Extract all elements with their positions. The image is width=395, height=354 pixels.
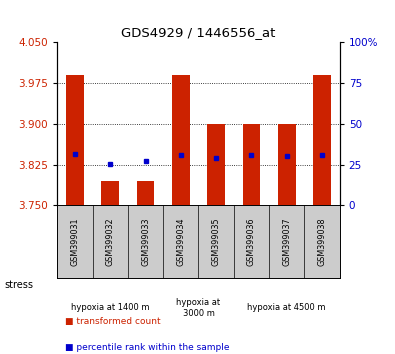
Bar xyxy=(66,75,84,205)
Bar xyxy=(172,75,190,205)
Text: hypoxia at 1400 m: hypoxia at 1400 m xyxy=(71,303,149,313)
Text: GSM399031: GSM399031 xyxy=(70,217,79,266)
Text: GSM399033: GSM399033 xyxy=(141,217,150,266)
Text: GSM399037: GSM399037 xyxy=(282,217,291,266)
Bar xyxy=(102,181,119,205)
Text: GSM399034: GSM399034 xyxy=(176,217,185,266)
Bar xyxy=(243,124,260,205)
Text: ■ percentile rank within the sample: ■ percentile rank within the sample xyxy=(65,343,229,352)
Bar xyxy=(207,124,225,205)
Bar xyxy=(313,75,331,205)
Text: hypoxia at 4500 m: hypoxia at 4500 m xyxy=(248,303,326,313)
Text: GSM399038: GSM399038 xyxy=(318,217,327,266)
Text: ■ transformed count: ■ transformed count xyxy=(65,317,161,326)
Text: GSM399035: GSM399035 xyxy=(212,217,221,266)
Text: GSM399036: GSM399036 xyxy=(247,217,256,266)
Text: stress: stress xyxy=(4,280,33,290)
Bar xyxy=(278,124,295,205)
Title: GDS4929 / 1446556_at: GDS4929 / 1446556_at xyxy=(121,25,276,39)
Bar xyxy=(137,181,154,205)
Text: hypoxia at
3000 m: hypoxia at 3000 m xyxy=(177,298,220,318)
Text: GSM399032: GSM399032 xyxy=(106,217,115,266)
